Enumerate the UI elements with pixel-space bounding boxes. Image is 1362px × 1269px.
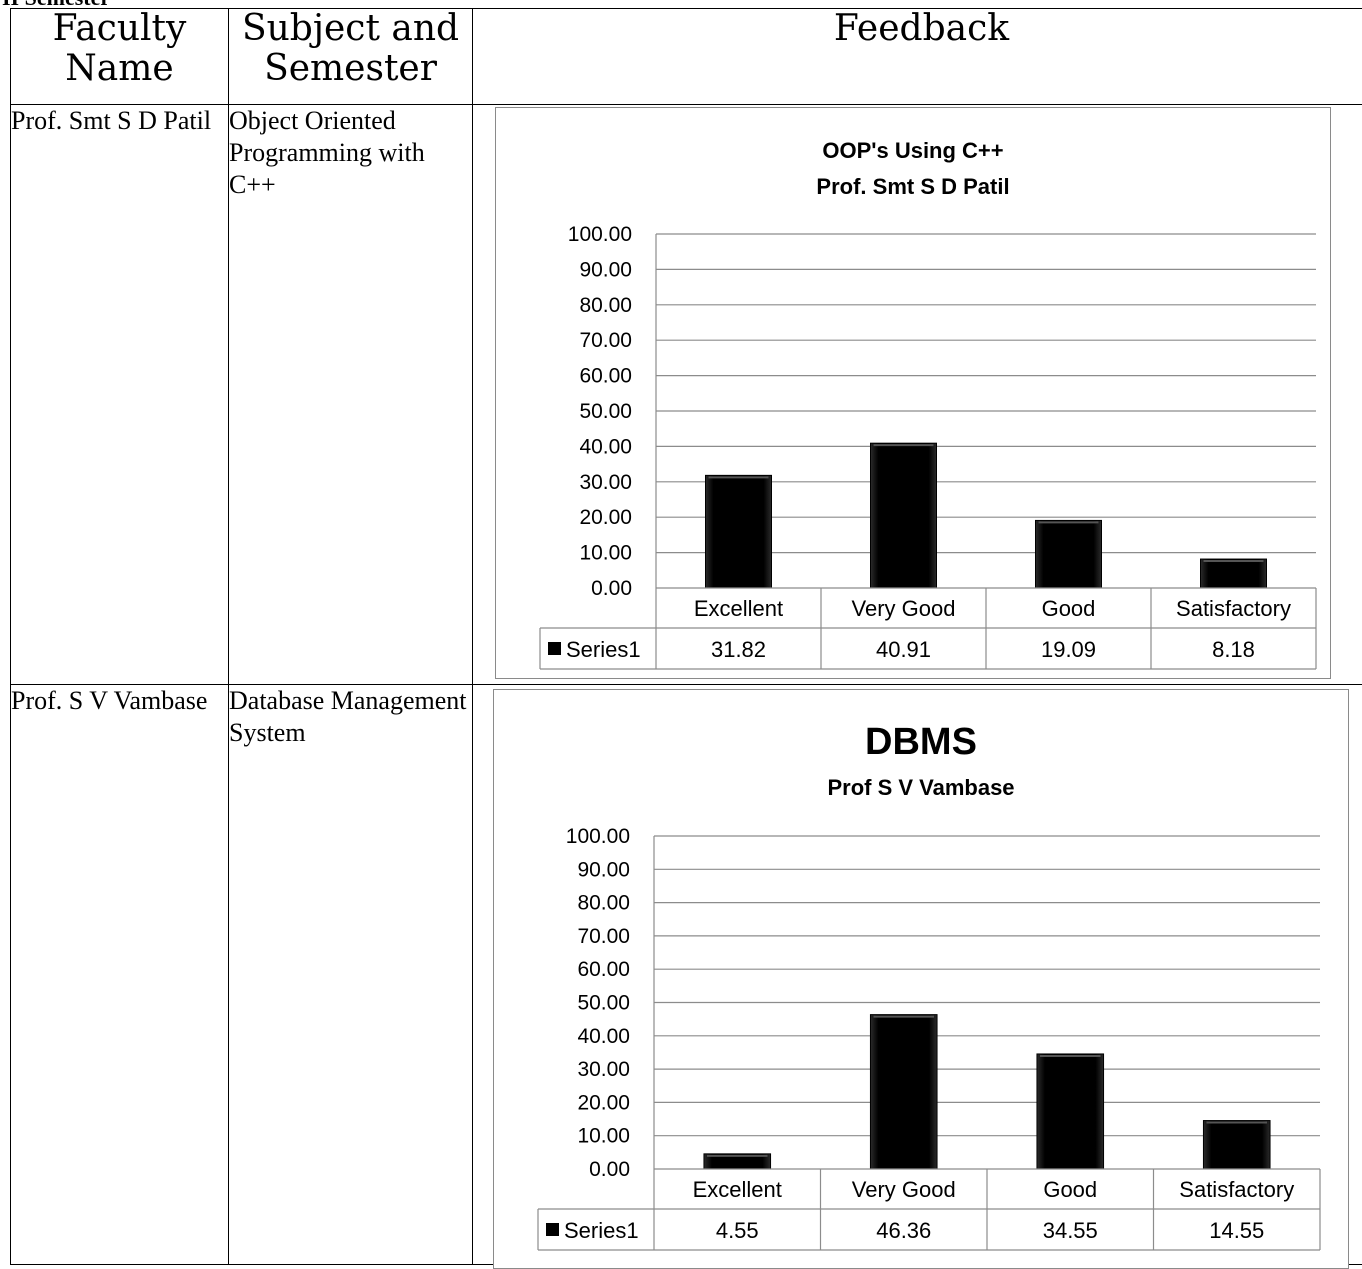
legend-series-label: Series1	[566, 637, 641, 662]
bar	[1201, 559, 1267, 588]
x-category-label: Very Good	[852, 1177, 956, 1202]
feedback-chart-cell: DBMS Prof S V Vambase 0.00 10.00 20.00 30.00 4…	[473, 685, 1362, 1265]
chart-svg: DBMS Prof S V Vambase 0.00 10.00 20.00 30.00 4…	[494, 690, 1348, 1268]
y-tick-label: 80.00	[577, 892, 630, 915]
chart-subtitle: Prof S V Vambase	[827, 775, 1014, 800]
x-category-label: Satisfactory	[1176, 596, 1291, 621]
y-tick-label: 0.00	[591, 577, 632, 600]
chart-title: DBMS	[865, 721, 977, 763]
page-heading: II Semester	[2, 0, 110, 8]
y-tick-label: 40.00	[579, 435, 632, 458]
feedback-chart-oop: OOP's Using C++ Prof. Smt S D Patil 0.00 10…	[495, 107, 1331, 679]
data-label: 31.82	[711, 637, 766, 662]
y-tick-label: 50.00	[577, 992, 630, 1015]
x-category-label: Good	[1042, 596, 1096, 621]
legend-series-label: Series1	[564, 1218, 639, 1243]
data-label: 40.91	[876, 637, 931, 662]
header-subject-semester: Subject and Semester	[229, 9, 473, 105]
y-tick-label: 10.00	[579, 542, 632, 565]
x-category-label: Satisfactory	[1179, 1177, 1294, 1202]
data-label: 34.55	[1043, 1218, 1098, 1243]
faculty-name-cell: Prof. Smt S D Patil	[11, 105, 229, 685]
table-row: Prof. Smt S D Patil Object Oriented Prog…	[11, 105, 1362, 685]
y-tick-label: 50.00	[579, 400, 632, 423]
legend-swatch	[548, 642, 561, 655]
y-tick-label: 30.00	[579, 471, 632, 494]
y-tick-label: 30.00	[577, 1058, 630, 1081]
chart-subtitle: Prof. Smt S D Patil	[816, 174, 1009, 199]
x-category-label: Excellent	[694, 596, 783, 621]
y-tick-label: 20.00	[577, 1091, 630, 1114]
y-tick-label: 100.00	[568, 223, 632, 246]
y-tick-label: 20.00	[579, 506, 632, 529]
header-feedback: Feedback	[473, 9, 1362, 105]
bar	[1203, 1121, 1270, 1169]
table-header-row: Faculty Name Subject and Semester Feedba…	[11, 9, 1362, 105]
subject-cell: Object Oriented Programming with C++	[229, 105, 473, 685]
data-label: 46.36	[876, 1218, 931, 1243]
bar	[1036, 520, 1102, 588]
y-tick-label: 40.00	[577, 1025, 630, 1048]
chart-title: OOP's Using C++	[822, 138, 1003, 163]
legend-swatch	[546, 1223, 559, 1236]
y-tick-label: 80.00	[579, 294, 632, 317]
faculty-name-cell: Prof. S V Vambase	[11, 685, 229, 1265]
bar	[870, 1015, 937, 1169]
subject-cell: Database Management System	[229, 685, 473, 1265]
x-category-label: Good	[1043, 1177, 1097, 1202]
x-category-label: Very Good	[852, 596, 956, 621]
feedback-chart-cell: OOP's Using C++ Prof. Smt S D Patil 0.00 10…	[473, 105, 1362, 685]
y-tick-label: 90.00	[579, 258, 632, 281]
y-tick-label: 100.00	[566, 825, 630, 848]
bar	[706, 475, 772, 588]
x-category-label: Excellent	[693, 1177, 782, 1202]
y-tick-label: 60.00	[577, 958, 630, 981]
y-tick-label: 90.00	[577, 858, 630, 881]
header-faculty-name: Faculty Name	[11, 9, 229, 105]
bar	[1037, 1054, 1104, 1169]
y-tick-label: 0.00	[589, 1158, 630, 1181]
table-row: Prof. S V Vambase Database Management Sy…	[11, 685, 1362, 1265]
data-label: 19.09	[1041, 637, 1096, 662]
y-tick-label: 60.00	[579, 365, 632, 388]
feedback-table: Faculty Name Subject and Semester Feedba…	[10, 8, 1362, 1265]
chart-svg: OOP's Using C++ Prof. Smt S D Patil 0.00 10…	[496, 108, 1330, 678]
data-label: 8.18	[1212, 637, 1255, 662]
y-tick-label: 70.00	[579, 329, 632, 352]
bar	[871, 443, 937, 588]
data-label: 14.55	[1209, 1218, 1264, 1243]
feedback-chart-dbms: DBMS Prof S V Vambase 0.00 10.00 20.00 30.00 4…	[493, 689, 1349, 1269]
data-label: 4.55	[716, 1218, 759, 1243]
y-tick-label: 70.00	[577, 925, 630, 948]
y-tick-label: 10.00	[577, 1125, 630, 1148]
